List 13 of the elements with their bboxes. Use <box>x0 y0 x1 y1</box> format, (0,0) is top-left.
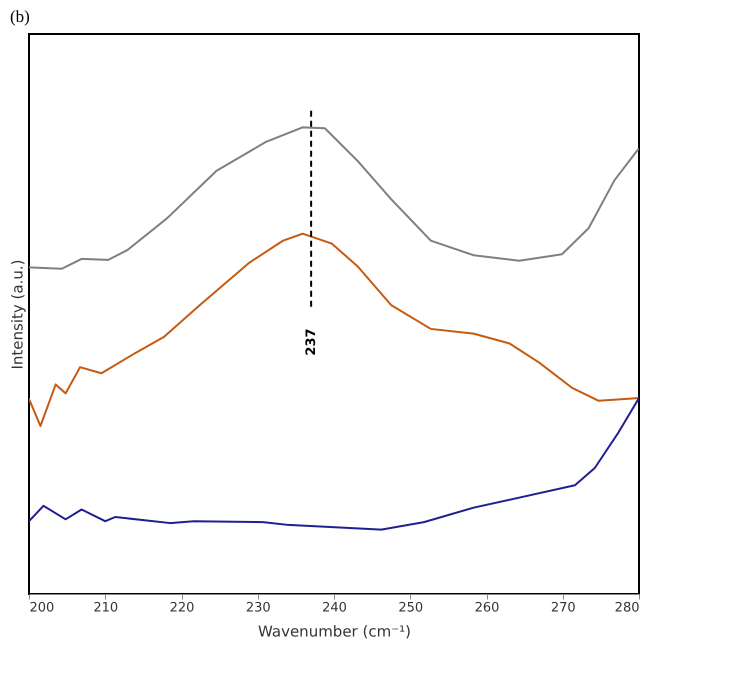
x-tick-label: 270 <box>550 600 576 616</box>
ref-line-label: 237 <box>304 328 320 356</box>
x-tick-label: 280 <box>614 600 640 616</box>
x-tick-label: 260 <box>474 600 500 616</box>
chart-title: (b) <box>10 7 30 26</box>
x-tick-label: 250 <box>398 600 424 616</box>
y-axis-title: Intensity (a.u.) <box>8 260 26 370</box>
x-axis-title: Wavenumber (cm⁻¹) <box>258 622 411 640</box>
x-tick-label: 220 <box>170 600 194 616</box>
x-tick-label: 210 <box>93 600 118 616</box>
x-tick-label: 230 <box>246 600 271 616</box>
x-tick-label: 240 <box>322 600 347 616</box>
x-tick-label: 200 <box>30 600 54 616</box>
